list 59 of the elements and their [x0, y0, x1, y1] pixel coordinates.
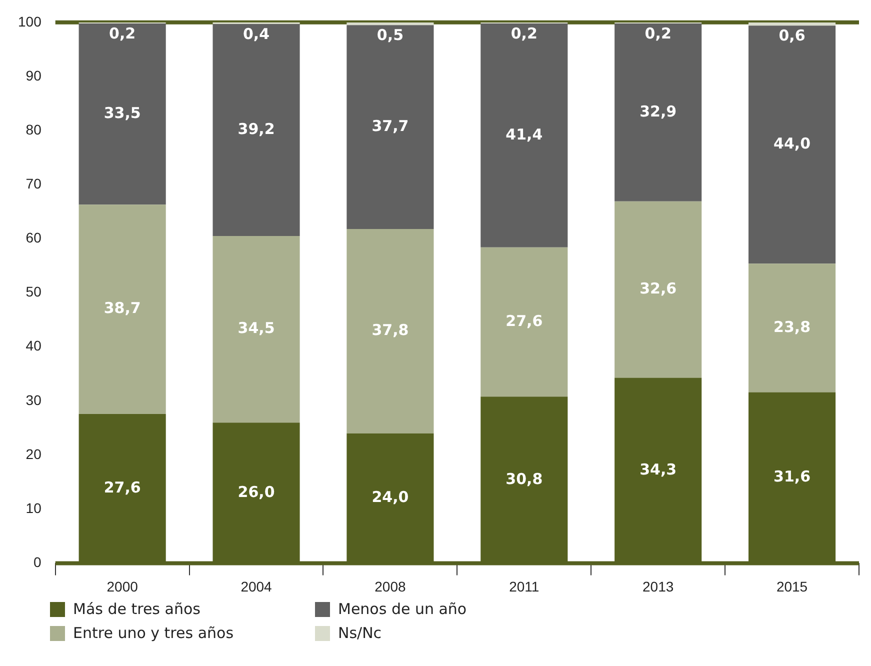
bar	[748, 264, 836, 392]
bar	[212, 24, 300, 236]
bar	[346, 228, 434, 434]
legend-label: Más de tres años	[73, 600, 200, 618]
data-label: 33,5	[104, 104, 141, 122]
x-tick-label: 2000	[106, 578, 138, 594]
y-tick-label: 0	[34, 554, 42, 570]
bar	[346, 22, 434, 26]
data-label: 0,2	[109, 24, 136, 42]
y-tick-label: 90	[26, 67, 42, 84]
data-label: 31,6	[774, 468, 811, 486]
data-label: 34,3	[640, 460, 677, 478]
data-label: 32,6	[640, 279, 677, 298]
x-tick-label: 2008	[374, 578, 406, 594]
bar	[748, 22, 836, 26]
data-label: 0,6	[778, 26, 806, 45]
bar	[78, 204, 166, 414]
data-label: 34,5	[238, 319, 275, 338]
bar	[614, 23, 702, 202]
bar	[212, 236, 300, 423]
x-tick-label: 2015	[776, 578, 808, 594]
legend-label: Ns/Nc	[338, 624, 382, 642]
bar	[480, 23, 568, 248]
data-label: 23,8	[774, 318, 811, 336]
data-label: 0,2	[510, 24, 538, 42]
data-label: 41,4	[506, 125, 543, 144]
bar	[480, 247, 568, 397]
data-label: 0,5	[376, 26, 404, 44]
bar	[346, 25, 434, 229]
legend-label: Entre uno y tres años	[73, 624, 234, 642]
data-label: 0,4	[242, 24, 270, 43]
data-label: 37,8	[372, 321, 409, 340]
y-tick-label: 40	[26, 338, 42, 354]
data-label: 39,2	[238, 120, 275, 138]
y-tick-label: 70	[26, 176, 42, 192]
bar	[614, 201, 702, 378]
data-label: 0,2	[644, 24, 672, 42]
legend-label: Menos de un año	[338, 600, 467, 618]
data-label: 30,8	[506, 470, 543, 488]
data-label: 32,9	[640, 102, 677, 120]
data-label: 44,0	[774, 134, 811, 153]
data-label: 24,0	[372, 488, 409, 506]
data-label: 27,6	[506, 312, 543, 330]
y-tick-label: 10	[26, 500, 42, 516]
x-tick-label: 2013	[642, 578, 674, 594]
y-tick-label: 60	[26, 230, 42, 246]
y-tick-label: 30	[26, 392, 42, 408]
data-label: 27,6	[104, 478, 141, 496]
y-tick-label: 50	[26, 284, 42, 300]
data-label: 26,0	[238, 482, 275, 501]
y-tick-label: 80	[26, 121, 42, 138]
bar	[78, 23, 166, 205]
data-label: 38,7	[104, 299, 141, 318]
y-tick-label: 100	[18, 13, 42, 30]
x-tick-label: 2004	[240, 578, 272, 594]
x-tick-label: 2011	[509, 578, 540, 594]
data-label: 37,7	[372, 116, 409, 135]
y-tick-label: 20	[26, 446, 42, 462]
bar	[748, 26, 836, 264]
